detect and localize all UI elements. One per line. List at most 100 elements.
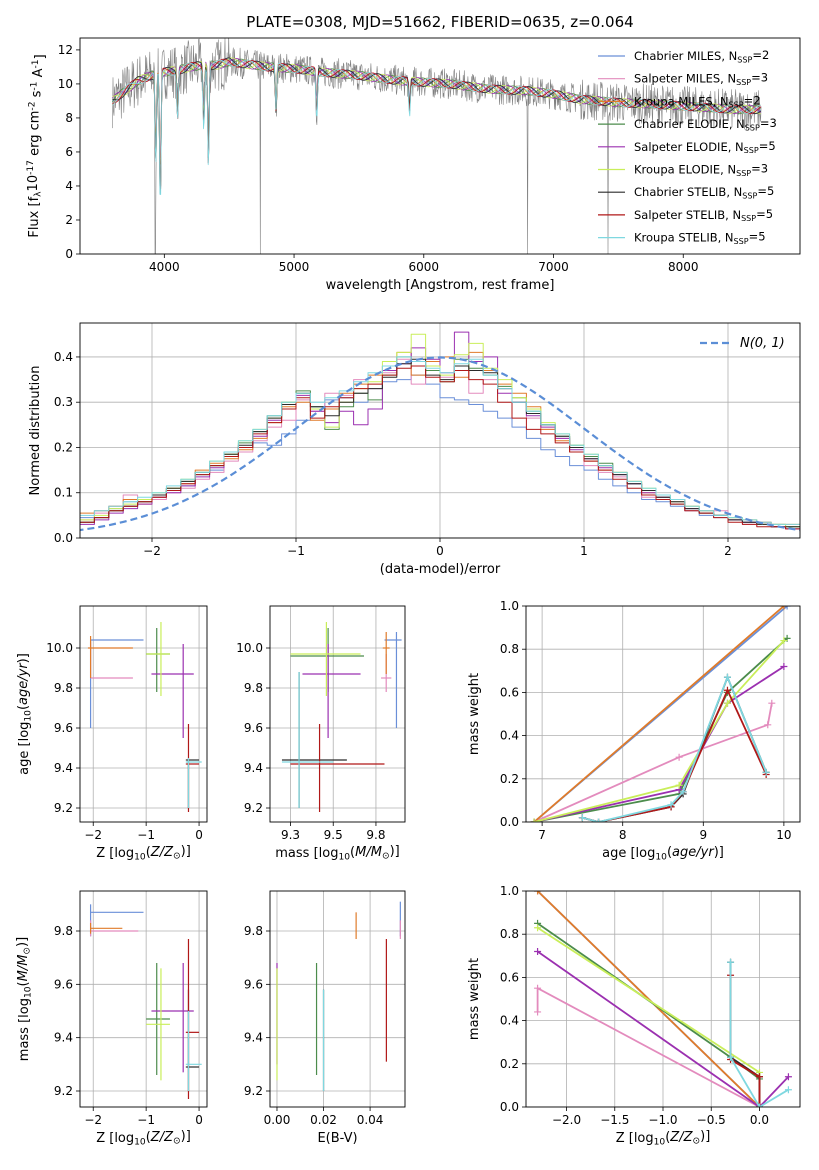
weight-marker xyxy=(534,984,542,992)
y-axis-label: mass weight xyxy=(467,673,482,755)
x-tick-label: 9 xyxy=(699,828,707,842)
age-vs-z-plot-area xyxy=(80,606,207,822)
y-tick-label: 9.6 xyxy=(54,721,73,735)
weight-line xyxy=(537,950,790,1107)
weight-marker xyxy=(578,814,586,822)
mass-vs-z-panel xyxy=(76,891,207,1111)
x-tick-label: 0.04 xyxy=(357,1113,384,1127)
x-tick-label: −1.5 xyxy=(600,1113,629,1127)
histogram-line xyxy=(80,365,800,530)
weight-line xyxy=(729,962,761,1107)
x-axis-label: mass [log10​(M/M⊙​)] xyxy=(275,844,399,863)
x-axis-label: Z [log10​(Z/Z⊙​)] xyxy=(96,1129,191,1148)
residuals-panel xyxy=(76,323,800,542)
x-tick-label: −1 xyxy=(137,1113,155,1127)
y-axis-label: mass [log10​(M/M⊙​)] xyxy=(15,937,34,1061)
x-tick-label: −2 xyxy=(84,1113,102,1127)
weight-marker xyxy=(780,637,788,645)
y-tick-label: 10 xyxy=(58,77,73,91)
x-tick-label: −2 xyxy=(143,544,161,558)
y-tick-label: 9.4 xyxy=(54,1031,73,1045)
weight-vs-age-frame xyxy=(525,605,801,823)
x-tick-label: 8 xyxy=(619,828,627,842)
weight-marker xyxy=(768,699,776,707)
y-tick-label: 0.0 xyxy=(500,815,519,829)
weight-marker xyxy=(534,891,542,895)
model-spectrum-line xyxy=(112,59,761,195)
weight-marker xyxy=(595,818,603,822)
x-tick-label: 1 xyxy=(580,544,588,558)
weight-vs-age-plot-area xyxy=(526,606,800,822)
y-tick-label: 9.8 xyxy=(54,924,73,938)
y-tick-label: 0.0 xyxy=(54,531,73,545)
weight-line xyxy=(537,922,761,1107)
legend-label: Kroupa STELIB, NSSP​=5 xyxy=(634,230,766,246)
model-spectrum-line xyxy=(112,57,761,187)
age-vs-mass-plot-area xyxy=(270,606,405,822)
x-tick-label: 0.00 xyxy=(264,1113,291,1127)
age-vs-z-panel xyxy=(76,606,207,826)
y-tick-label: 0.0 xyxy=(500,1100,519,1114)
y-tick-label: 9.8 xyxy=(244,681,263,695)
weight-vs-z-frame xyxy=(525,890,801,1108)
legend-label: Salpeter STELIB, NSSP​=5 xyxy=(634,207,773,223)
weight-marker xyxy=(783,606,791,610)
weight-vs-z-plot-area xyxy=(526,891,800,1107)
x-tick-label: 10 xyxy=(776,828,791,842)
weight-marker xyxy=(723,673,731,681)
x-tick-label: 7 xyxy=(538,828,546,842)
weight-marker xyxy=(675,753,683,761)
weight-marker xyxy=(667,801,675,809)
residuals-plot-area xyxy=(80,323,800,538)
weight-marker xyxy=(755,1073,763,1081)
y-axis-label: Flux [fλ​10-17​ erg cm-2​ s-1​ A-1​] xyxy=(26,54,48,237)
y-tick-label: 0.3 xyxy=(54,395,73,409)
weight-line xyxy=(533,606,785,822)
x-tick-label: 0 xyxy=(195,828,203,842)
x-tick-label: 0 xyxy=(436,544,444,558)
y-axis-label: age [log10​(age/yr)] xyxy=(16,653,34,775)
weight-line xyxy=(729,962,789,1107)
y-tick-label: 4 xyxy=(65,179,73,193)
weight-vs-z-panel xyxy=(522,890,800,1111)
y-tick-label: 9.2 xyxy=(244,801,263,815)
age-vs-mass-frame xyxy=(269,605,406,823)
x-tick-label: 9.8 xyxy=(366,828,385,842)
y-tick-label: 0.2 xyxy=(500,1057,519,1071)
x-tick-label: 5000 xyxy=(279,260,310,274)
y-tick-label: 1.0 xyxy=(500,599,519,613)
weight-marker xyxy=(780,606,788,610)
x-tick-label: −1 xyxy=(287,544,305,558)
x-tick-label: 0.0 xyxy=(750,1113,769,1127)
y-tick-label: 9.4 xyxy=(244,761,263,775)
y-tick-label: 0.2 xyxy=(500,772,519,786)
x-tick-label: −2 xyxy=(84,828,102,842)
model-spectrum-line xyxy=(112,58,762,174)
weight-line xyxy=(537,926,761,1107)
y-tick-label: 6 xyxy=(65,145,73,159)
x-tick-label: −2.0 xyxy=(552,1113,581,1127)
weight-marker xyxy=(762,768,770,776)
weight-marker xyxy=(534,924,542,932)
mass-vs-ebv-frame xyxy=(269,890,406,1108)
residuals-frame xyxy=(79,322,801,539)
figure-title: PLATE=0308, MJD=51662, FIBERID=0635, z=0… xyxy=(246,13,633,31)
gaussian-curve xyxy=(80,356,800,532)
age-vs-mass-panel xyxy=(266,606,405,826)
y-tick-label: 0.4 xyxy=(54,350,73,364)
mass-vs-ebv-plot-area xyxy=(270,891,405,1107)
x-axis-label: Z [log10​(Z/Z⊙​)] xyxy=(616,1129,711,1148)
x-tick-label: 2 xyxy=(724,544,732,558)
weight-line xyxy=(536,987,760,1107)
x-axis-label: wavelength [Angstrom, rest frame] xyxy=(326,278,555,293)
x-tick-label: −1 xyxy=(137,828,155,842)
weight-marker xyxy=(723,686,731,694)
weight-marker xyxy=(727,958,735,966)
weight-vs-age-panel xyxy=(522,605,800,826)
legend-label: Kroupa ELODIE, NSSP​=3 xyxy=(634,162,768,178)
y-tick-label: 9.8 xyxy=(54,681,73,695)
weight-marker xyxy=(764,721,772,729)
x-tick-label: −1.0 xyxy=(648,1113,677,1127)
x-tick-label: 0.02 xyxy=(310,1113,337,1127)
